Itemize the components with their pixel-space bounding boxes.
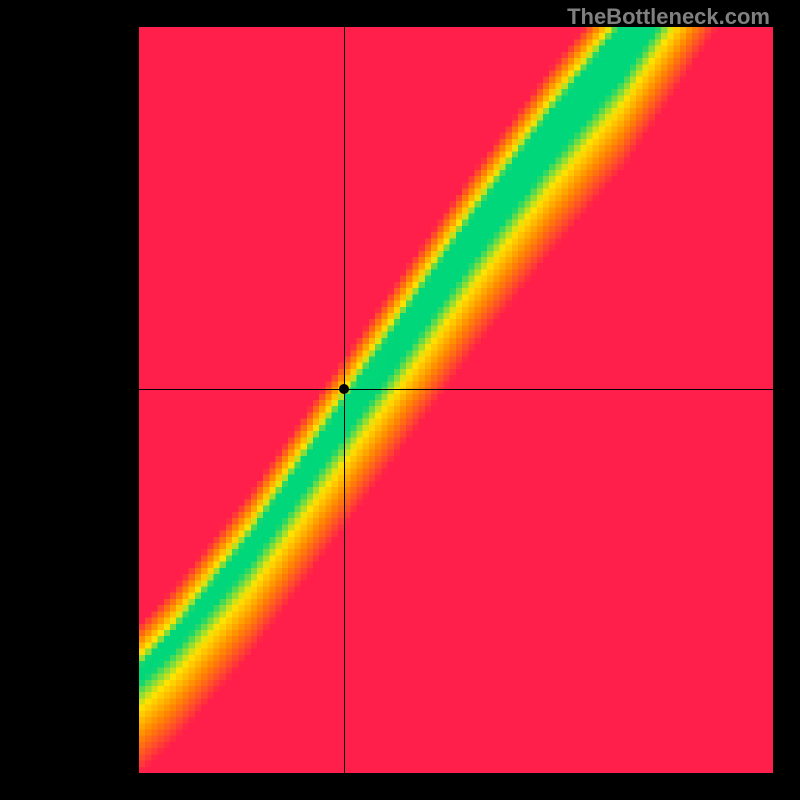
crosshair-vertical [344,27,345,773]
chart-container: TheBottleneck.com [0,0,800,800]
heatmap-canvas [27,27,773,773]
marker-dot [339,384,349,394]
crosshair-horizontal [27,389,773,390]
watermark-text: TheBottleneck.com [567,4,770,30]
plot-area [27,27,773,773]
